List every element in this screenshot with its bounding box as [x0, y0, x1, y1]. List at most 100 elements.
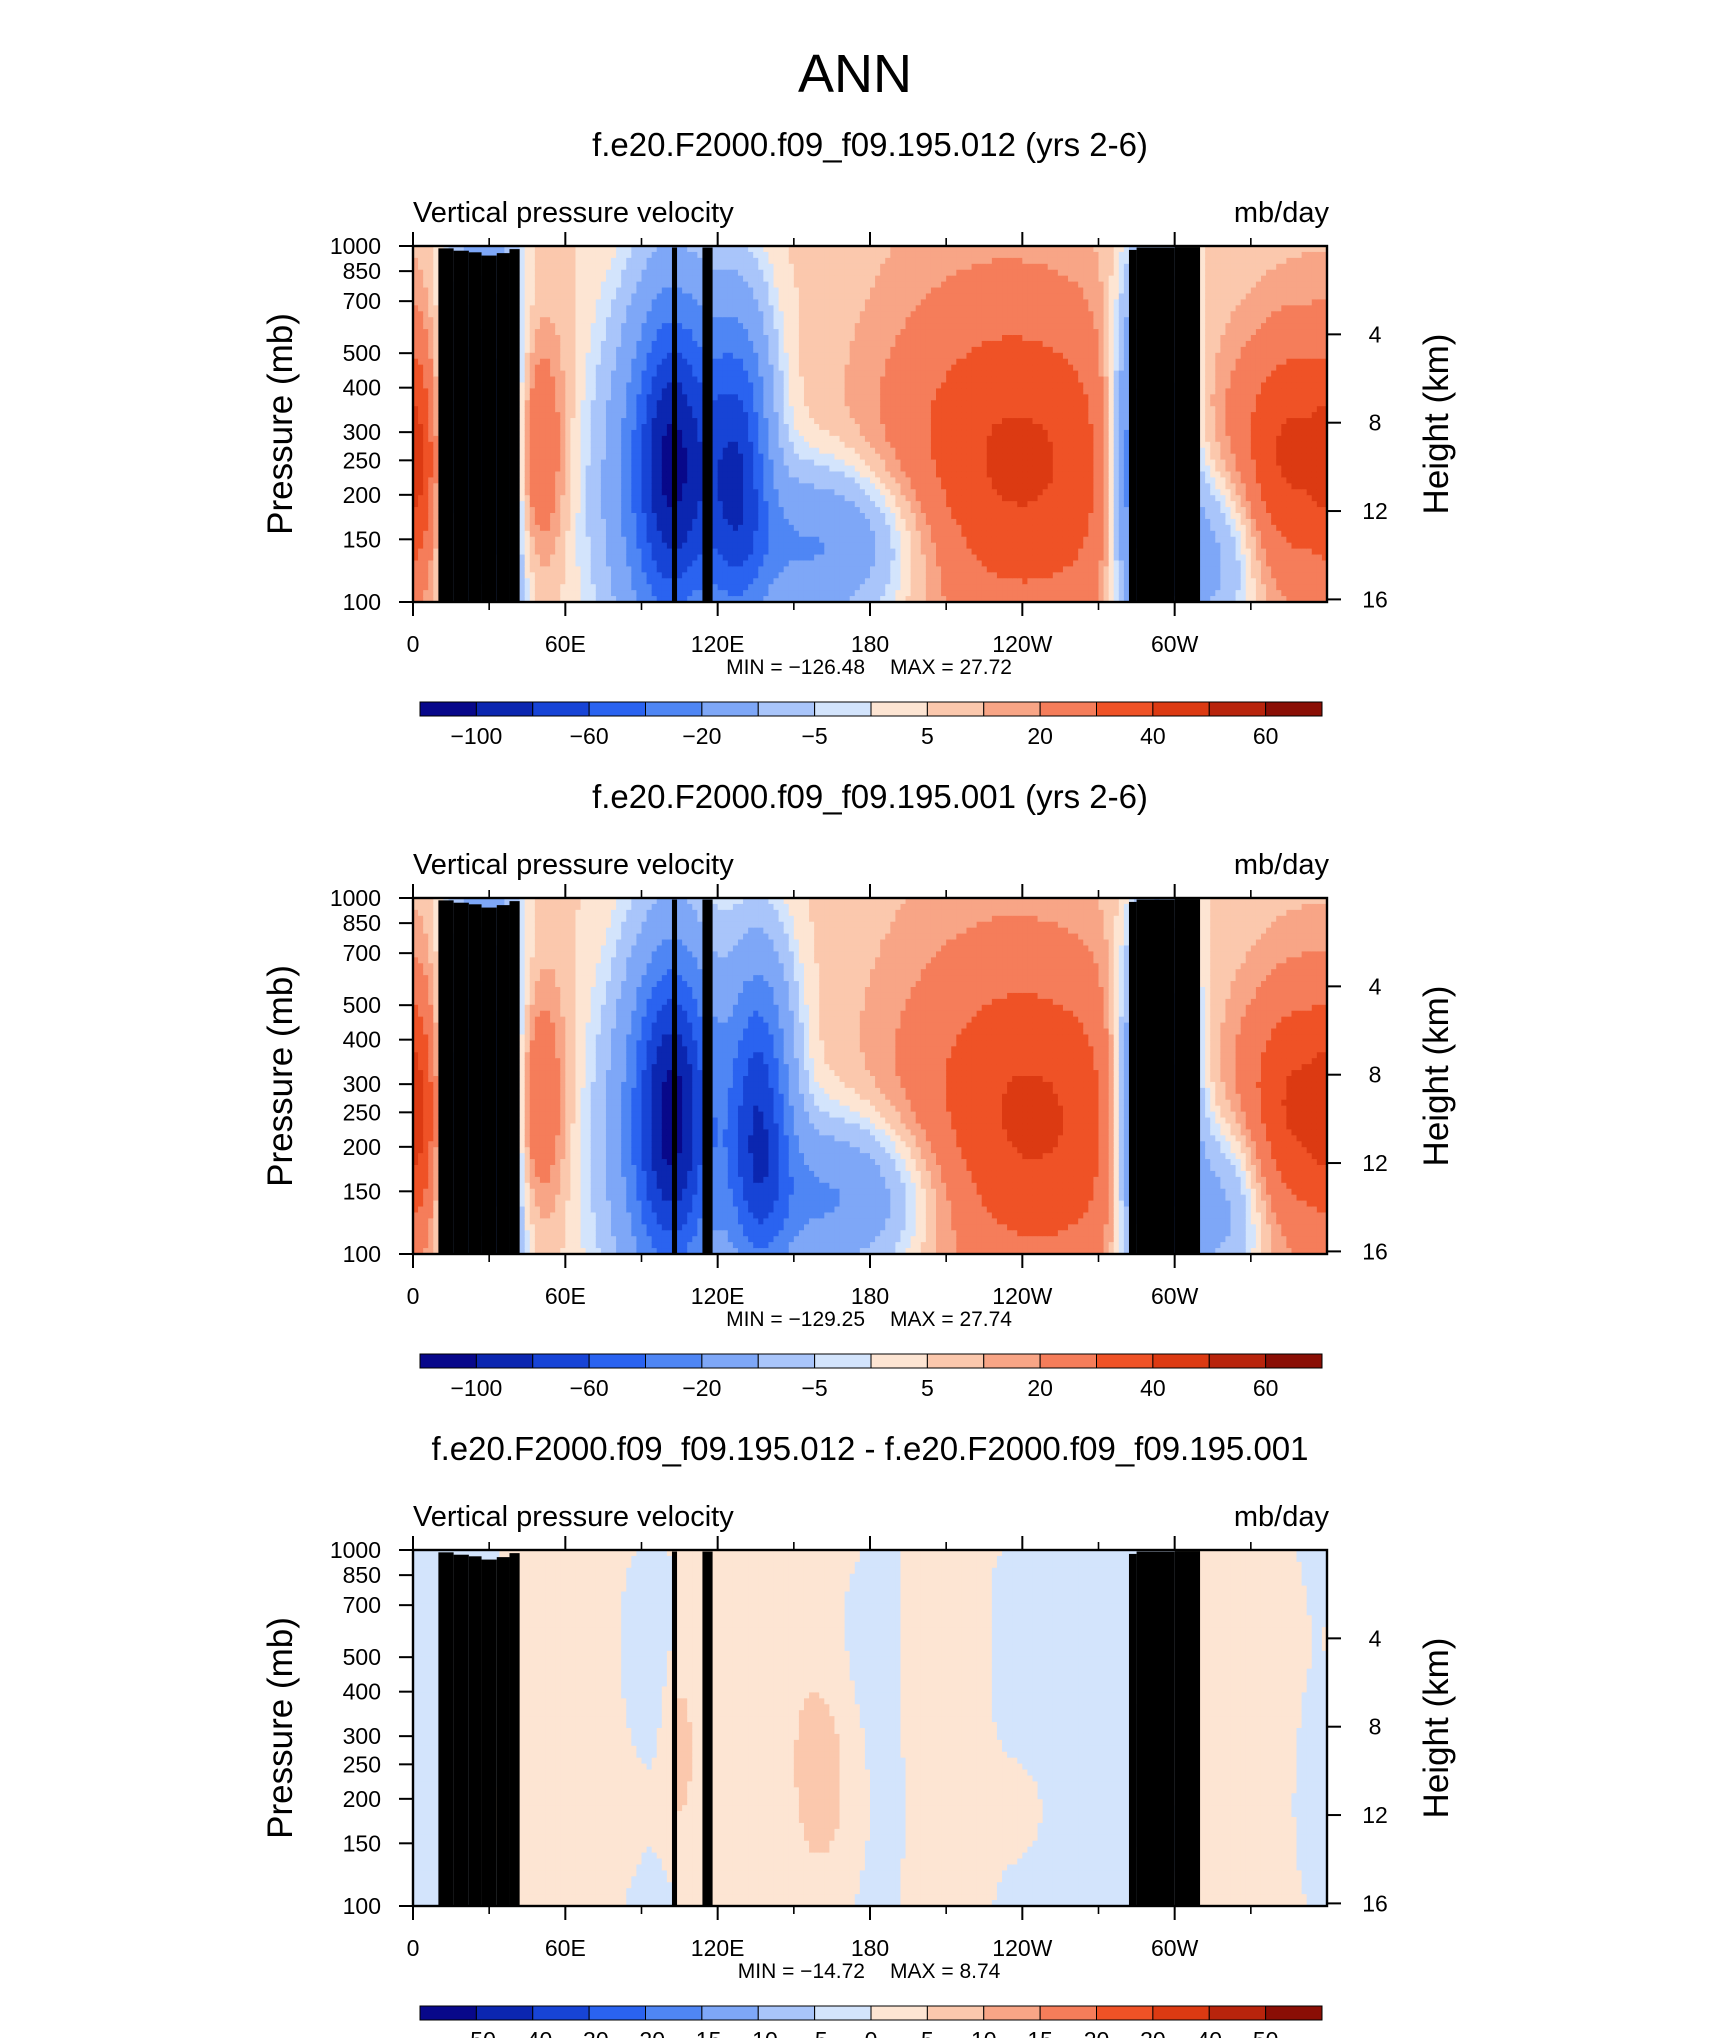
field-cell [433, 465, 439, 473]
field-cell [545, 554, 551, 562]
field-cell [611, 352, 617, 360]
field-cell [656, 465, 663, 473]
field-cell [677, 507, 683, 514]
field-cell [687, 441, 693, 449]
field-cell [753, 536, 759, 544]
field-cell [524, 459, 531, 467]
field-cell [803, 453, 810, 461]
field-cell [555, 364, 561, 372]
field-cell [743, 424, 749, 431]
field-cell [600, 251, 607, 259]
field-cell [793, 311, 800, 318]
field-cell [722, 311, 729, 318]
field-cell [585, 459, 592, 467]
field-cell [682, 352, 688, 360]
field-cell [819, 305, 825, 312]
field-cell [646, 364, 653, 372]
field-cell [550, 287, 556, 295]
field-cell [545, 293, 551, 300]
field-cell [433, 489, 439, 496]
field-cell [539, 269, 546, 277]
field-cell [666, 483, 673, 490]
field-cell [585, 263, 592, 271]
field-cell [636, 465, 643, 473]
field-cell [611, 530, 617, 538]
field-cell [575, 275, 582, 283]
field-cell [616, 406, 622, 413]
field-cell [626, 246, 632, 253]
field-cell [661, 412, 668, 419]
field-cell [600, 578, 607, 585]
field-cell [763, 257, 770, 265]
field-cell [824, 453, 830, 461]
field-cell [433, 518, 439, 526]
field-cell [524, 465, 531, 473]
field-cell [595, 412, 602, 419]
field-cell [798, 501, 805, 508]
field-cell [621, 441, 627, 449]
field-cell [743, 281, 749, 289]
field-cell [697, 578, 704, 585]
field-cell [798, 584, 805, 591]
field-cell [560, 548, 566, 556]
field-cell [661, 429, 668, 437]
field-cell [636, 453, 643, 461]
field-cell [651, 400, 658, 407]
field-cell [712, 459, 719, 467]
field-cell [560, 376, 566, 384]
field-cell [428, 269, 434, 277]
field-cell [753, 335, 759, 342]
field-cell [737, 435, 744, 443]
field-cell [687, 287, 693, 295]
field-cell [824, 246, 830, 253]
field-cell [803, 251, 810, 259]
field-cell [641, 418, 648, 425]
field-cell [433, 596, 439, 602]
field-cell [793, 572, 800, 579]
field-cell [418, 388, 424, 395]
field-cell [687, 335, 693, 342]
field-cell [727, 554, 734, 562]
field-cell [788, 364, 795, 372]
field-cell [600, 501, 607, 508]
field-cell [605, 489, 612, 496]
field-cell [661, 501, 668, 508]
field-cell [753, 329, 759, 336]
field-cell [743, 542, 749, 550]
field-cell [641, 572, 648, 579]
field-cell [803, 412, 810, 419]
field-cell [773, 394, 780, 401]
field-cell [570, 400, 577, 407]
field-cell [737, 394, 744, 401]
field-cell [413, 489, 419, 496]
field-cell [595, 370, 602, 378]
field-cell [428, 459, 434, 467]
field-cell [585, 495, 592, 502]
field-cell [768, 429, 775, 437]
field-cell [616, 548, 622, 556]
field-cell [814, 453, 820, 461]
field-cell [621, 471, 627, 478]
field-cell [712, 435, 719, 443]
field-cell [768, 536, 775, 544]
field-cell [621, 346, 627, 354]
field-cell [621, 394, 627, 401]
field-cell [656, 548, 663, 556]
field-cell [687, 566, 693, 573]
field-cell [697, 346, 704, 354]
field-cell [814, 590, 820, 597]
field-cell [575, 453, 582, 461]
field-cell [545, 394, 551, 401]
field-cell [570, 584, 577, 591]
field-cell [819, 335, 825, 342]
field-cell [814, 418, 820, 425]
field-cell [727, 471, 734, 478]
field-cell [605, 346, 612, 354]
field-cell [778, 394, 785, 401]
field-cell [758, 554, 764, 562]
field-cell [555, 263, 561, 271]
field-cell [605, 311, 612, 318]
field-cell [682, 275, 688, 283]
field-cell [692, 275, 698, 283]
field-cell [824, 560, 830, 567]
